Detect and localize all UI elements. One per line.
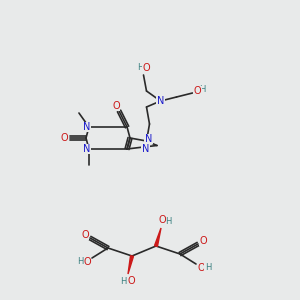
Text: O: O	[127, 276, 135, 286]
Text: N: N	[83, 122, 91, 132]
Text: H: H	[77, 257, 83, 266]
Text: O: O	[81, 230, 89, 240]
Text: O: O	[112, 101, 120, 111]
Text: O: O	[199, 236, 207, 246]
Text: H: H	[199, 85, 206, 94]
Text: O: O	[83, 257, 91, 267]
Text: N: N	[142, 144, 149, 154]
Text: H: H	[120, 278, 126, 286]
Text: H: H	[137, 62, 144, 71]
Text: H: H	[205, 263, 211, 272]
Text: O: O	[60, 133, 68, 143]
Polygon shape	[154, 228, 161, 246]
Text: N: N	[145, 134, 152, 144]
Text: O: O	[143, 63, 150, 73]
Text: O: O	[158, 215, 166, 225]
Text: N: N	[157, 96, 164, 106]
Text: O: O	[197, 263, 205, 273]
Text: O: O	[194, 86, 201, 96]
Text: N: N	[83, 144, 91, 154]
Polygon shape	[128, 256, 134, 274]
Text: H: H	[165, 217, 171, 226]
